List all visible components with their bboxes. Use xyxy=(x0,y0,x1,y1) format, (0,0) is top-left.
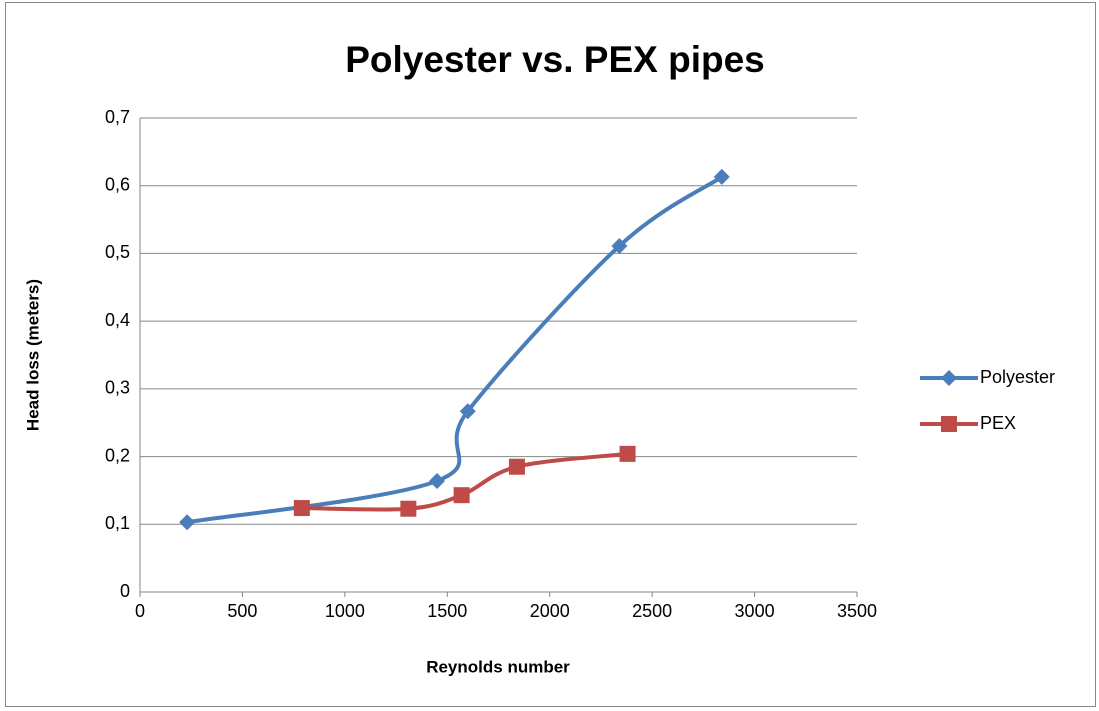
y-tick-label: 0,6 xyxy=(105,174,130,194)
x-tick-label: 1000 xyxy=(325,601,365,621)
chart-title: Polyester vs. PEX pipes xyxy=(345,39,765,80)
x-tick-label: 1500 xyxy=(427,601,467,621)
data-point xyxy=(611,237,628,254)
y-axis-label: Head loss (meters) xyxy=(23,279,42,431)
y-tick-label: 0,4 xyxy=(105,310,130,330)
legend-marker xyxy=(941,370,957,386)
data-point xyxy=(459,403,476,420)
x-tick-label: 2000 xyxy=(530,601,570,621)
y-tick-label: 0,3 xyxy=(105,378,130,398)
data-point xyxy=(453,487,470,504)
data-point xyxy=(508,458,525,475)
y-tick-label: 0 xyxy=(120,581,130,601)
legend-marker xyxy=(941,416,957,432)
data-point xyxy=(713,168,730,185)
data-point xyxy=(619,445,636,462)
legend-label: PEX xyxy=(980,413,1016,433)
data-point xyxy=(400,500,417,517)
data-point xyxy=(293,500,310,517)
data-point xyxy=(179,514,196,531)
y-tick-label: 0,2 xyxy=(105,445,130,465)
x-tick-label: 0 xyxy=(135,601,145,621)
x-tick-label: 2500 xyxy=(632,601,672,621)
data-point xyxy=(429,472,446,489)
chart-frame xyxy=(5,2,1096,707)
x-tick-label: 3500 xyxy=(837,601,877,621)
legend-label: Polyester xyxy=(980,367,1055,387)
y-tick-label: 0,7 xyxy=(105,107,130,127)
x-tick-label: 3000 xyxy=(735,601,775,621)
x-axis-label: Reynolds number xyxy=(426,657,570,676)
x-tick-label: 500 xyxy=(227,601,257,621)
y-tick-label: 0,1 xyxy=(105,513,130,533)
y-tick-label: 0,5 xyxy=(105,242,130,262)
